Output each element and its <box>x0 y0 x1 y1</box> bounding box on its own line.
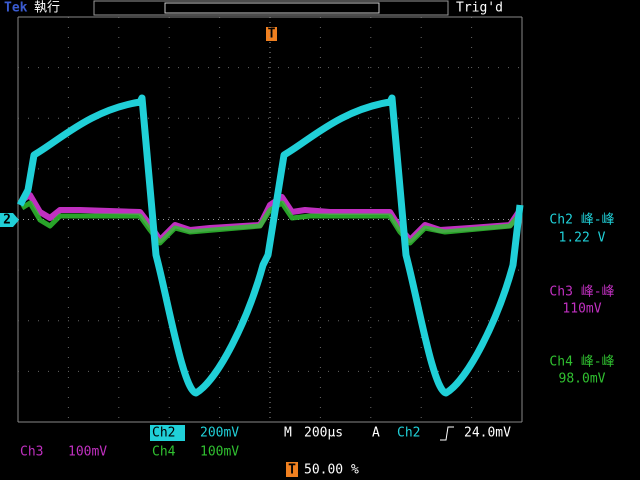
trigger-marker: T <box>268 27 276 42</box>
ch4-label: Ch4 <box>152 445 176 460</box>
timebase-label: M <box>284 426 292 441</box>
trigger-mode: A <box>372 426 380 441</box>
timebase: 200µs <box>304 426 343 441</box>
record-bar <box>93 0 449 16</box>
ch4-measure-value: 98.0mV <box>559 372 606 387</box>
waveforms <box>16 94 524 397</box>
ch4-measure-label: Ch4 峰-峰 <box>549 355 614 370</box>
position-marker-box <box>286 462 298 477</box>
ch2-measure-label: Ch2 峰-峰 <box>549 213 614 228</box>
trigger-source: Ch2 <box>397 426 420 441</box>
ch3-measure-label: Ch3 峰-峰 <box>549 285 614 300</box>
channel-marker: 2 <box>3 213 11 228</box>
ch3-label: Ch3 <box>20 445 43 460</box>
brand: Tek <box>4 1 28 16</box>
ch2-trace <box>16 94 524 397</box>
ch3-scale: 100mV <box>68 445 107 460</box>
ch2-scale: 200mV <box>200 426 239 441</box>
ch4-scale: 100mV <box>200 445 239 460</box>
trigger-level: 24.0mV <box>464 426 511 441</box>
trigger-state: Trig'd <box>456 1 503 16</box>
ch2-measure-value: 1.22 V <box>559 231 606 246</box>
ch4-trace <box>20 200 522 246</box>
channel-marker-box <box>0 213 19 227</box>
trigger-marker-box <box>266 27 277 41</box>
ch2-box <box>150 425 185 441</box>
record-window <box>164 2 380 14</box>
trigger-slope-icon <box>440 426 454 441</box>
position: 50.00 % <box>304 463 359 478</box>
graticule <box>17 16 523 423</box>
run-status: 執行 <box>34 0 60 16</box>
ch3-measure-value: 110mV <box>562 302 601 317</box>
position-marker: T <box>288 463 296 478</box>
ch2-label: Ch2 <box>152 426 175 441</box>
